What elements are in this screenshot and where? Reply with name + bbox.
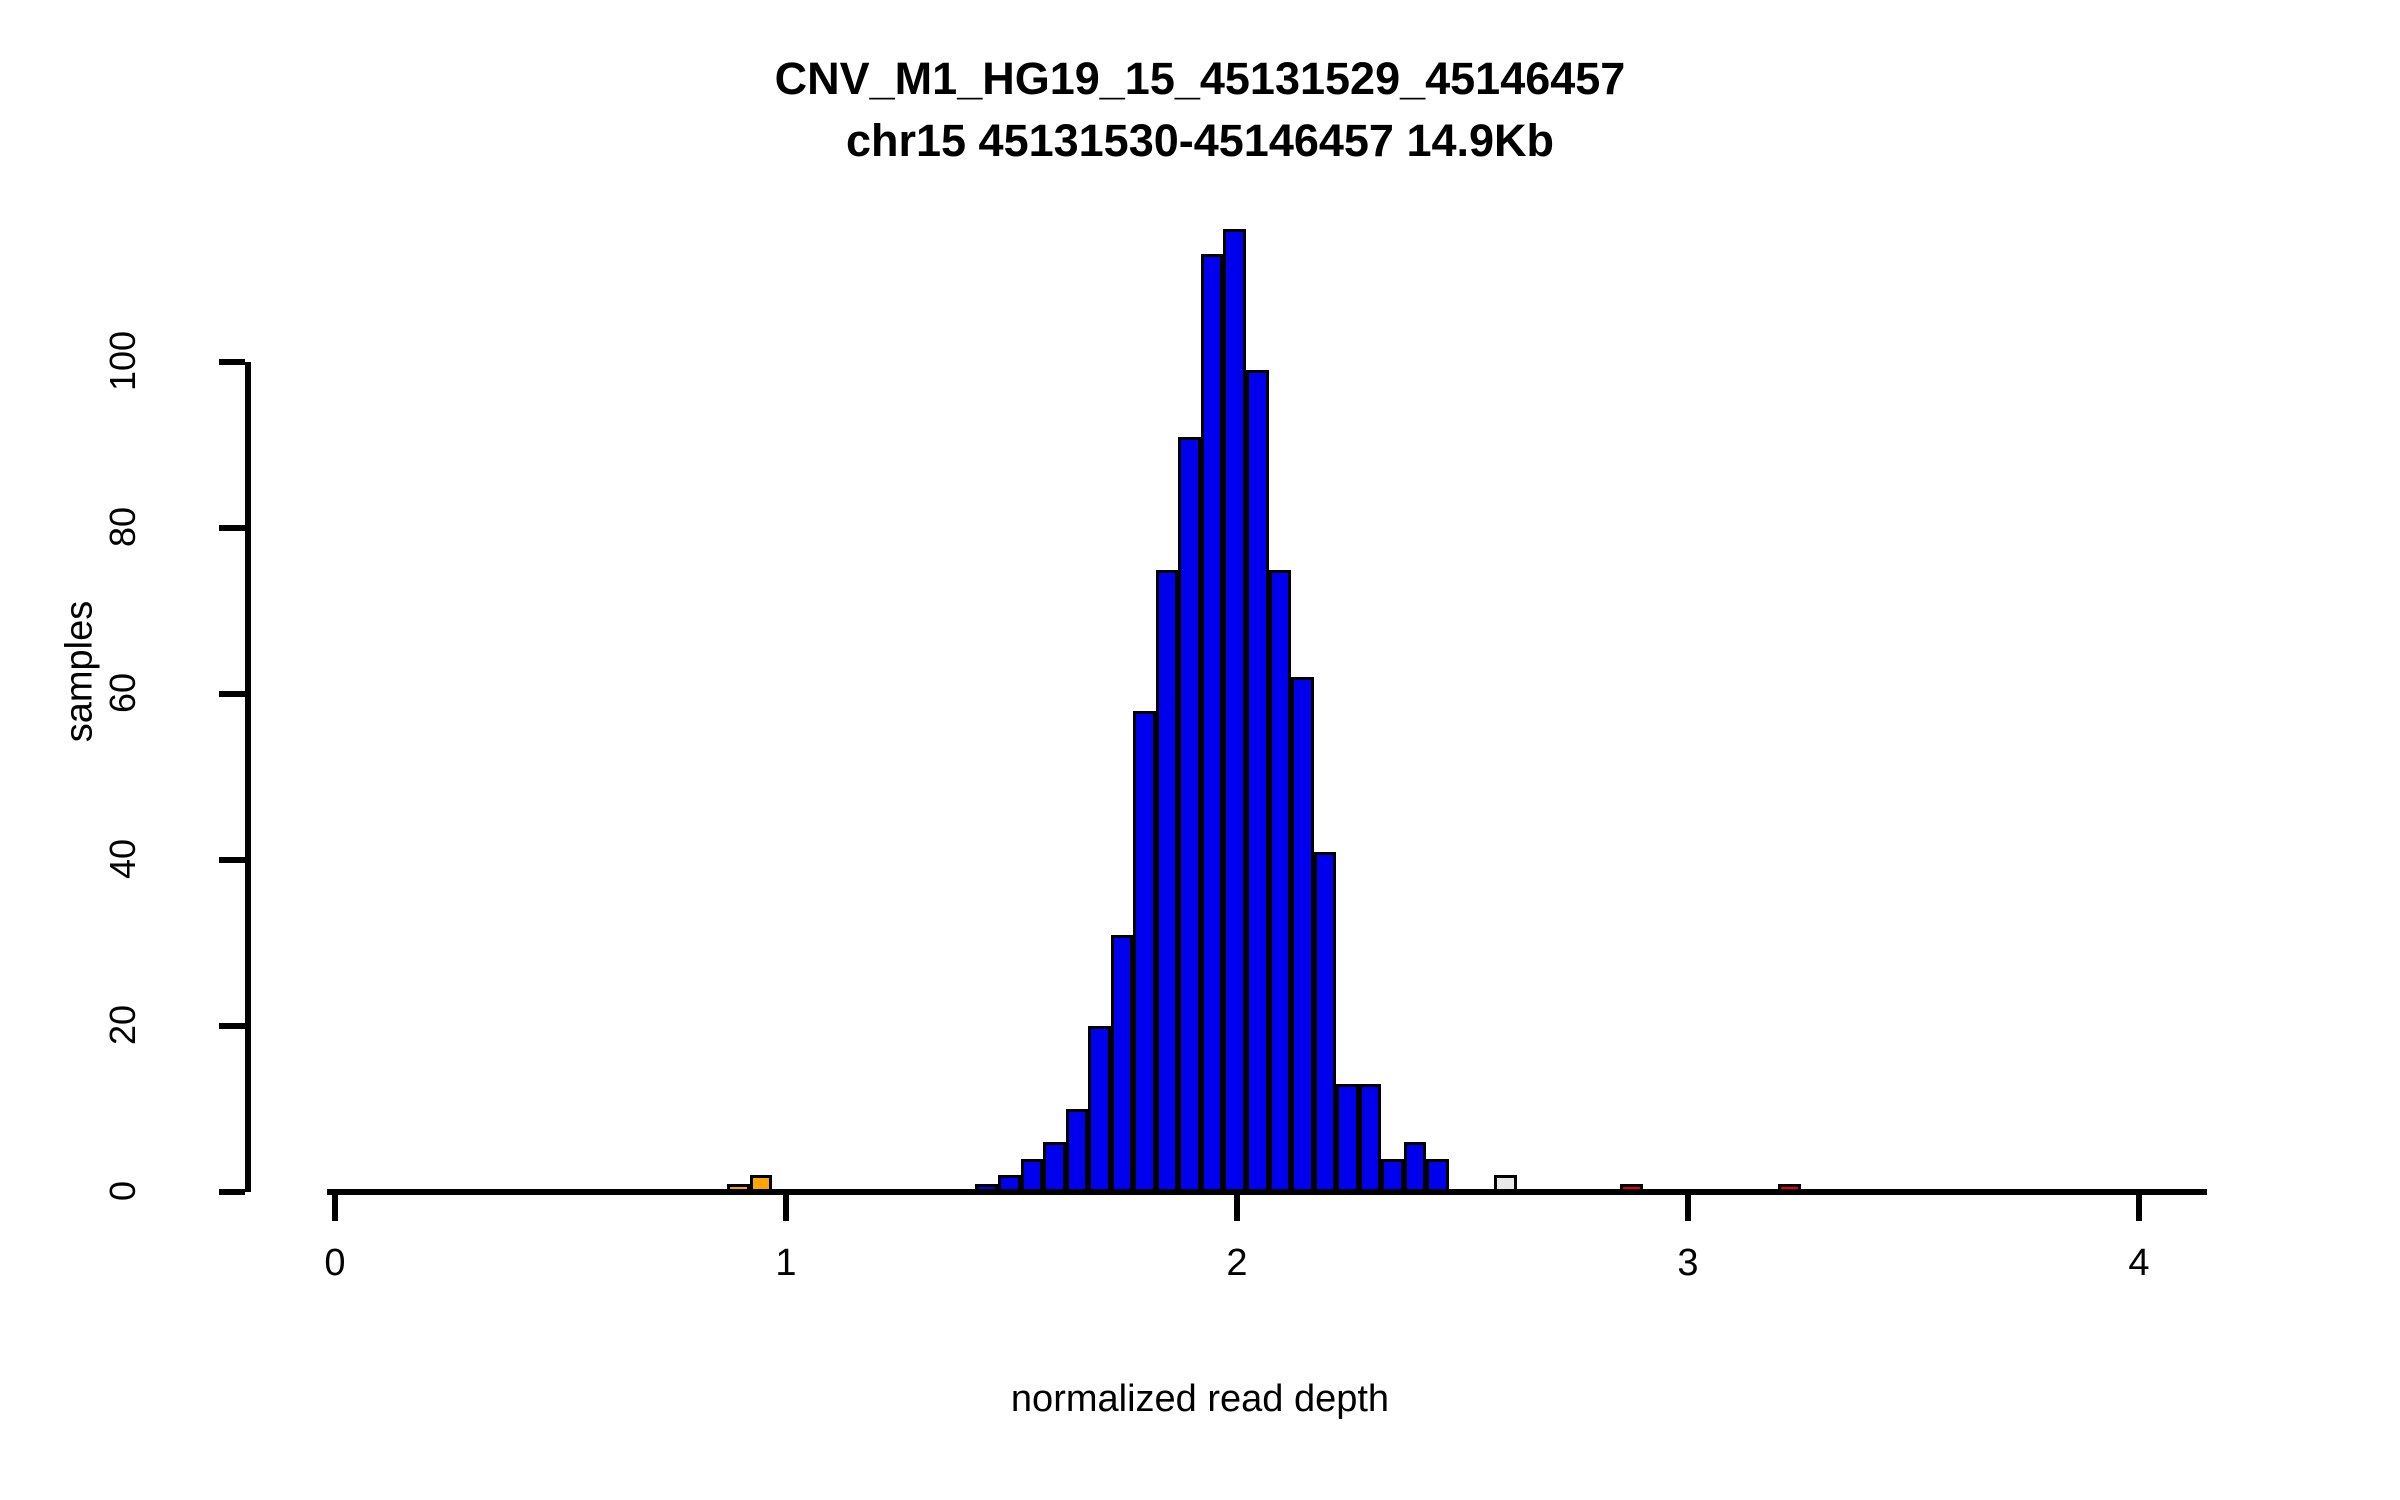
x-axis-tick-label: 0: [324, 1242, 346, 1284]
histogram-bar: [1223, 229, 1247, 1192]
x-axis-label: normalized read depth: [1010, 1378, 1390, 1420]
x-axis-tick: [1685, 1195, 1691, 1221]
y-axis-tick-label: 40: [102, 838, 143, 880]
histogram-bar: [1358, 1084, 1382, 1192]
x-axis-tick: [1234, 1195, 1240, 1221]
chart-title-line2: chr15 45131530-45146457 14.9Kb: [845, 115, 1555, 166]
histogram-bar: [1065, 1109, 1089, 1192]
histogram-bar: [1088, 1026, 1111, 1192]
x-axis-tick-label: 4: [2128, 1242, 2150, 1284]
y-axis-tick-label: 20: [102, 1004, 143, 1046]
histogram-bar: [1020, 1158, 1044, 1192]
histogram-bar: [1200, 254, 1224, 1192]
histogram-bar: [1246, 370, 1269, 1192]
y-axis-tick-label: 0: [102, 1180, 143, 1202]
histogram-bar: [1110, 934, 1134, 1192]
x-axis-tick-label: 1: [775, 1242, 797, 1284]
x-axis-tick-label: 2: [1226, 1242, 1248, 1284]
x-axis-tick: [2136, 1195, 2142, 1221]
histogram-bar: [1178, 436, 1201, 1192]
y-axis-tick: [219, 857, 245, 863]
histogram-bar: [1291, 677, 1314, 1192]
x-axis-tick: [332, 1195, 338, 1221]
histogram-bar: [1133, 710, 1156, 1192]
y-axis-line: [245, 362, 251, 1192]
y-axis-tick: [219, 525, 245, 531]
histogram-bar: [1426, 1158, 1449, 1192]
histogram-bar: [1381, 1158, 1404, 1192]
y-axis-tick: [219, 1023, 245, 1029]
histogram-bar: [1336, 1084, 1359, 1192]
x-axis-tick: [783, 1195, 789, 1221]
x-axis-tick-label: 3: [1677, 1242, 1699, 1284]
histogram-bar: [1268, 569, 1292, 1192]
y-axis-tick: [219, 1189, 245, 1195]
y-axis-tick-label: 100: [102, 330, 143, 392]
histogram-bar: [1043, 1142, 1066, 1192]
y-axis-tick: [219, 691, 245, 697]
histogram-bar: [1403, 1142, 1427, 1192]
histogram-bar: [1155, 569, 1179, 1192]
y-axis-tick-label: 80: [102, 506, 143, 548]
y-axis-tick-label: 60: [102, 672, 143, 714]
histogram-bar: [1313, 851, 1337, 1192]
chart-title-line1: CNV_M1_HG19_15_45131529_45146457: [774, 53, 1626, 104]
chart-title: CNV_M1_HG19_15_45131529_45146457 chr15 4…: [0, 48, 2400, 172]
y-axis-tick: [219, 359, 245, 365]
x-axis-line: [327, 1189, 2207, 1195]
